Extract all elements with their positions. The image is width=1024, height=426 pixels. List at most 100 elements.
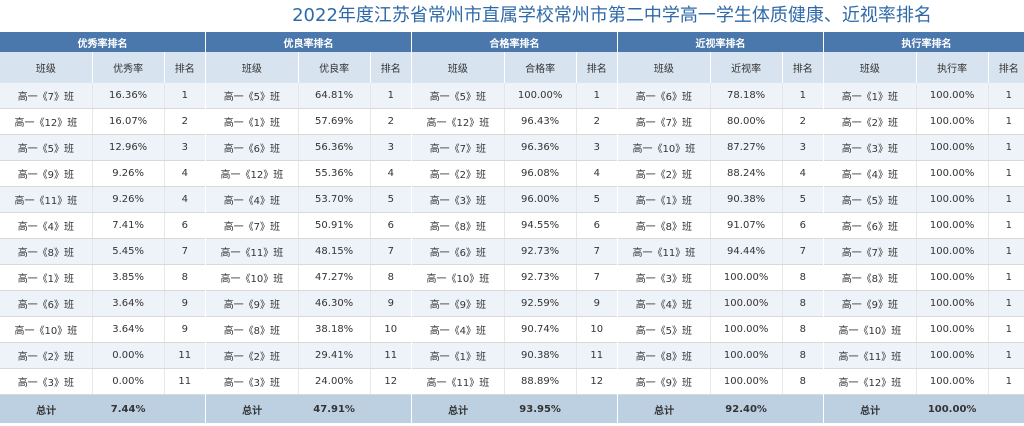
- table-row: 高一《2》班 0.00% 11: [0, 342, 205, 369]
- rank-cell: 4: [370, 160, 411, 187]
- table-row: 高一《3》班 100.00% 1: [824, 134, 1024, 161]
- rank-cell: 8: [164, 264, 205, 291]
- total-rank-empty: [370, 394, 411, 423]
- total-label: 总计: [412, 394, 505, 423]
- value-cell: 96.36%: [504, 134, 577, 161]
- value-cell: 91.07%: [710, 212, 783, 239]
- table-row: 高一《5》班 12.96% 3: [0, 134, 205, 161]
- column-header-class: 班级: [206, 52, 299, 83]
- rank-cell: 5: [782, 186, 823, 213]
- column-header-rank: 排名: [782, 52, 823, 83]
- class-cell: 高一《9》班: [618, 368, 711, 395]
- table-row: 高一《6》班 3.64% 9: [0, 290, 205, 317]
- rank-cell: 7: [576, 238, 617, 265]
- ranking-panel: 合格率排名 班级 合格率 排名 高一《5》班 100.00% 1 高一《12》班 96.43% 2…: [412, 32, 617, 423]
- class-cell: 高一《5》班: [412, 83, 505, 109]
- value-cell: 100.00%: [916, 186, 989, 213]
- ranking-table: 优良率排名 班级 优良率 排名 高一《5》班 64.81% 1 高一《1》班 57.69% 2 高一…: [206, 32, 411, 423]
- class-cell: 高一《2》班: [0, 342, 93, 369]
- class-cell: 高一《2》班: [618, 160, 711, 187]
- class-cell: 高一《12》班: [412, 108, 505, 135]
- total-row: 总计 100.00%: [824, 394, 1024, 423]
- value-cell: 100.00%: [916, 316, 989, 343]
- table-row: 高一《9》班 100.00% 8: [618, 368, 823, 395]
- value-cell: 88.24%: [710, 160, 783, 187]
- value-cell: 92.73%: [504, 264, 577, 291]
- total-rank-empty: [576, 394, 617, 423]
- rank-cell: 1: [988, 134, 1024, 161]
- class-cell: 高一《5》班: [618, 316, 711, 343]
- value-cell: 80.00%: [710, 108, 783, 135]
- value-cell: 53.70%: [298, 186, 371, 213]
- rank-cell: 6: [164, 212, 205, 239]
- table-row: 高一《7》班 80.00% 2: [618, 108, 823, 135]
- class-cell: 高一《3》班: [206, 368, 299, 395]
- table-row: 高一《9》班 46.30% 9: [206, 290, 411, 317]
- table-row: 高一《3》班 100.00% 8: [618, 264, 823, 291]
- table-row: 高一《1》班 90.38% 11: [412, 342, 617, 369]
- rank-cell: 6: [782, 212, 823, 239]
- rank-cell: 1: [576, 83, 617, 109]
- table-row: 高一《6》班 100.00% 1: [824, 212, 1024, 239]
- value-cell: 96.08%: [504, 160, 577, 187]
- rank-cell: 8: [782, 290, 823, 317]
- class-cell: 高一《3》班: [824, 134, 917, 161]
- total-value: 100.00%: [916, 394, 988, 423]
- value-cell: 100.00%: [916, 212, 989, 239]
- class-cell: 高一《11》班: [206, 238, 299, 265]
- table-row: 高一《6》班 92.73% 7: [412, 238, 617, 265]
- class-cell: 高一《5》班: [824, 186, 917, 213]
- table-row: 高一《7》班 100.00% 1: [824, 238, 1024, 265]
- value-cell: 0.00%: [92, 368, 165, 395]
- rank-cell: 2: [576, 108, 617, 135]
- value-cell: 5.45%: [92, 238, 165, 265]
- value-cell: 100.00%: [504, 83, 577, 109]
- column-header-class: 班级: [618, 52, 711, 83]
- class-cell: 高一《2》班: [412, 160, 505, 187]
- rank-cell: 9: [576, 290, 617, 317]
- class-cell: 高一《9》班: [412, 290, 505, 317]
- total-row: 总计 47.91%: [206, 394, 411, 423]
- value-cell: 92.59%: [504, 290, 577, 317]
- value-cell: 100.00%: [916, 368, 989, 395]
- column-header-metric: 优秀率: [92, 52, 165, 83]
- table-row: 高一《5》班 100.00% 1: [412, 83, 617, 109]
- page-title: 2022年度江苏省常州市直属学校常州市第二中学高一学生体质健康、近视率排名: [292, 5, 932, 26]
- class-cell: 高一《4》班: [412, 316, 505, 343]
- value-cell: 3.64%: [92, 316, 165, 343]
- value-cell: 100.00%: [710, 368, 783, 395]
- class-cell: 高一《7》班: [0, 83, 93, 109]
- value-cell: 92.73%: [504, 238, 577, 265]
- rank-cell: 1: [370, 83, 411, 109]
- table-row: 高一《10》班 47.27% 8: [206, 264, 411, 291]
- total-row: 总计 7.44%: [0, 394, 205, 423]
- class-cell: 高一《1》班: [618, 186, 711, 213]
- rank-cell: 2: [370, 108, 411, 135]
- class-cell: 高一《10》班: [0, 316, 93, 343]
- value-cell: 90.38%: [710, 186, 783, 213]
- table-row: 高一《4》班 100.00% 8: [618, 290, 823, 317]
- rank-cell: 1: [988, 186, 1024, 213]
- value-cell: 9.26%: [92, 160, 165, 187]
- class-cell: 高一《7》班: [618, 108, 711, 135]
- table-row: 高一《1》班 100.00% 1: [824, 83, 1024, 109]
- class-cell: 高一《12》班: [0, 108, 93, 135]
- class-cell: 高一《7》班: [824, 238, 917, 265]
- table-row: 高一《9》班 100.00% 1: [824, 290, 1024, 317]
- value-cell: 100.00%: [710, 342, 783, 369]
- column-header-rank: 排名: [370, 52, 411, 83]
- value-cell: 90.74%: [504, 316, 577, 343]
- table-row: 高一《11》班 9.26% 4: [0, 186, 205, 213]
- rank-cell: 4: [576, 160, 617, 187]
- table-row: 高一《6》班 78.18% 1: [618, 83, 823, 109]
- class-cell: 高一《8》班: [412, 212, 505, 239]
- value-cell: 64.81%: [298, 83, 371, 109]
- total-value: 7.44%: [92, 394, 164, 423]
- class-cell: 高一《7》班: [206, 212, 299, 239]
- class-cell: 高一《11》班: [412, 368, 505, 395]
- total-label: 总计: [824, 394, 917, 423]
- rank-cell: 7: [782, 238, 823, 265]
- value-cell: 3.64%: [92, 290, 165, 317]
- rank-cell: 8: [782, 342, 823, 369]
- total-value: 92.40%: [710, 394, 782, 423]
